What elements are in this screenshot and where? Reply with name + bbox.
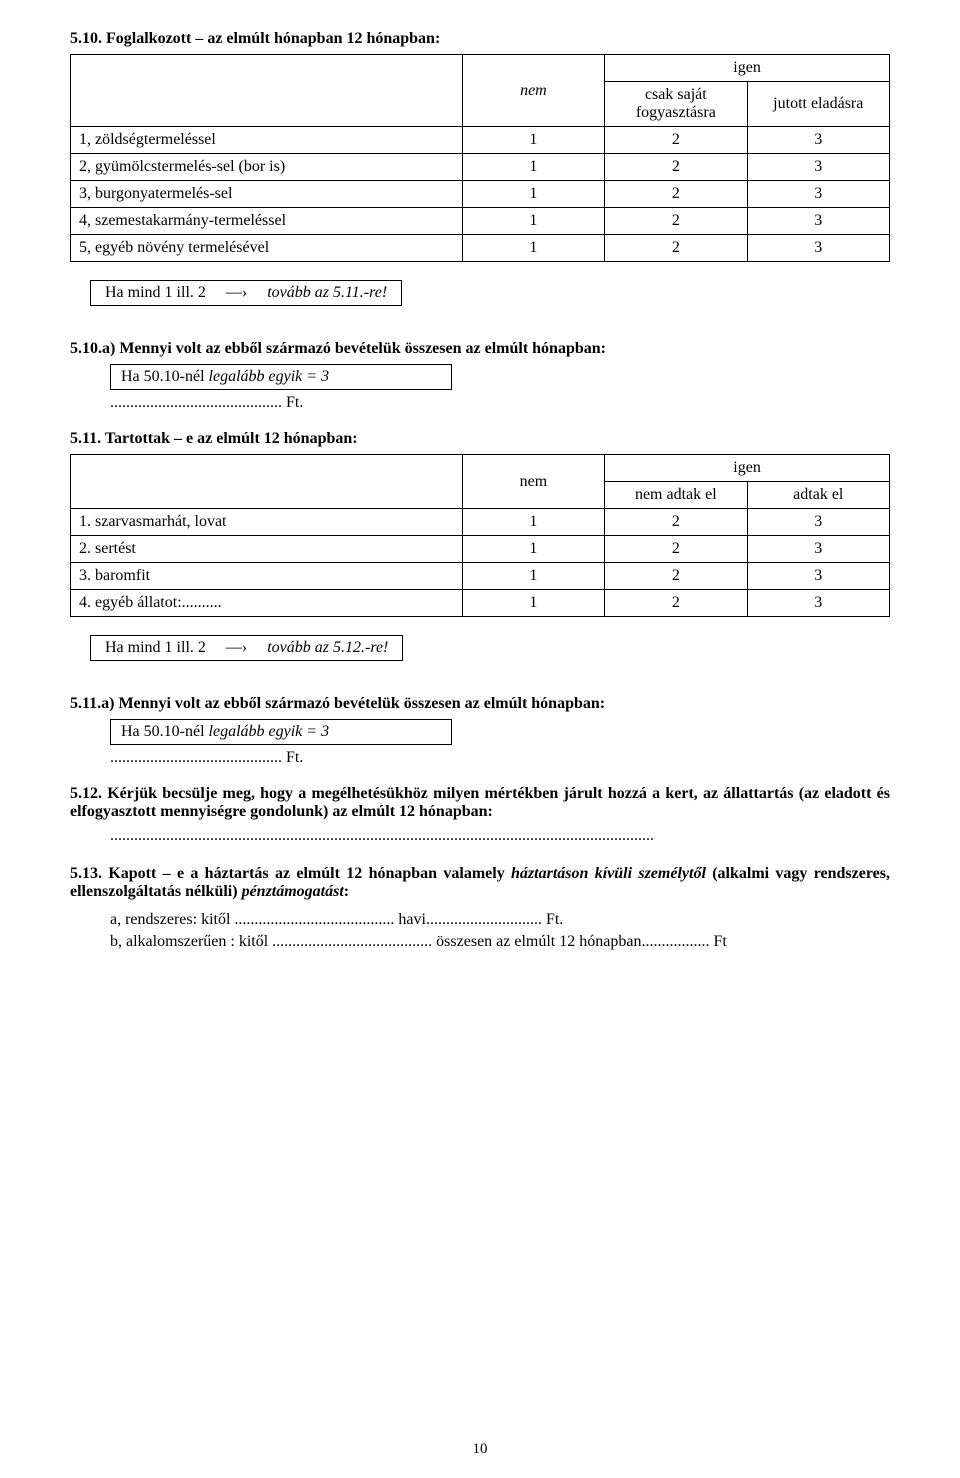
table-row: 1. szarvasmarhát, lovat 1 2 3 [71, 509, 890, 536]
q510a-condition-box: Ha 50.10-nél legalább egyik = 3 [110, 364, 452, 390]
row-val: 2 [605, 181, 747, 208]
q511-col-nem: nem [462, 455, 604, 509]
q511-instruction-box: Ha mind 1 ill. 2 ––› tovább az 5.12.-re! [90, 635, 403, 661]
row-val: 1 [462, 536, 604, 563]
q511-col-igen: igen [605, 455, 890, 482]
q510-col-igen: igen [605, 55, 890, 82]
q513-end: : [344, 883, 349, 900]
table-row: 1, zöldségtermeléssel 1 2 3 [71, 127, 890, 154]
row-val: 3 [747, 590, 889, 617]
q511a-ft-line: ........................................… [110, 749, 890, 767]
table-row: 2, gyümölcstermelés-sel (bor is) 1 2 3 [71, 154, 890, 181]
row-val: 3 [747, 563, 889, 590]
table-row: 3, burgonyatermelés-sel 1 2 3 [71, 181, 890, 208]
q510a-ft-line: ........................................… [110, 394, 890, 412]
q513-line-a: a, rendszeres: kitől ...................… [110, 911, 890, 929]
table-row: 4. egyéb állatot:.......... 1 2 3 [71, 590, 890, 617]
q512-text: 5.12. Kérjük becsülje meg, hogy a megélh… [70, 785, 890, 821]
row-label: 2, gyümölcstermelés-sel (bor is) [71, 154, 463, 181]
q510-instruction-box: Ha mind 1 ill. 2 ––› tovább az 5.11.-re! [90, 280, 402, 306]
q513-lead: 5.13. Kapott – e a háztartás az elmúlt 1… [70, 865, 511, 882]
q513-italic1: háztartáson kívüli személytől [511, 865, 706, 882]
q510a-heading: 5.10.a) Mennyi volt az ebből származó be… [70, 340, 890, 358]
box-italic: legalább egyik = 3 [209, 723, 330, 740]
box-pre: Ha 50.10-nél [121, 723, 209, 740]
table-row: 5, egyéb növény termelésével 1 2 3 [71, 235, 890, 262]
row-val: 2 [605, 590, 747, 617]
q513-italic2: pénztámogatást [242, 883, 344, 900]
row-label: 4, szemestakarmány-termeléssel [71, 208, 463, 235]
q511a-heading: 5.11.a) Mennyi volt az ebből származó be… [70, 695, 890, 713]
row-label: 5, egyéb növény termelésével [71, 235, 463, 262]
row-label: 1. szarvasmarhát, lovat [71, 509, 463, 536]
row-label: 3. baromfit [71, 563, 463, 590]
row-val: 3 [747, 536, 889, 563]
q510-col-sub1: csak saját fogyasztásra [605, 82, 747, 127]
row-label: 2. sertést [71, 536, 463, 563]
q511-col-sub1: nem adtak el [605, 482, 747, 509]
table-row: 4, szemestakarmány-termeléssel 1 2 3 [71, 208, 890, 235]
instruction-post: tovább az 5.12.-re! [267, 639, 388, 656]
table-row: 3. baromfit 1 2 3 [71, 563, 890, 590]
row-label: 1, zöldségtermeléssel [71, 127, 463, 154]
q511-col-sub2: adtak el [747, 482, 889, 509]
row-val: 3 [747, 127, 889, 154]
row-val: 1 [462, 509, 604, 536]
q510-table: nem igen csak saját fogyasztásra jutott … [70, 54, 890, 262]
row-val: 1 [462, 181, 604, 208]
row-val: 1 [462, 127, 604, 154]
row-val: 1 [462, 590, 604, 617]
row-val: 2 [605, 563, 747, 590]
row-val: 1 [462, 154, 604, 181]
instruction-pre: Ha mind 1 ill. 2 ––› [105, 639, 267, 656]
row-val: 3 [747, 181, 889, 208]
q510-heading: 5.10. Foglalkozott – az elmúlt hónapban … [70, 30, 890, 48]
page-number: 10 [0, 1441, 960, 1458]
row-val: 2 [605, 154, 747, 181]
row-val: 1 [462, 208, 604, 235]
row-val: 3 [747, 154, 889, 181]
instruction-pre: Ha mind 1 ill. 2 ––› [105, 284, 267, 301]
row-val: 3 [747, 509, 889, 536]
q511-heading: 5.11. Tartottak – e az elmúlt 12 hónapba… [70, 430, 890, 448]
instruction-post: tovább az 5.11.-re! [267, 284, 387, 301]
document-page: 5.10. Foglalkozott – az elmúlt hónapban … [0, 0, 960, 1478]
row-val: 2 [605, 235, 747, 262]
row-label: 4. egyéb állatot:.......... [71, 590, 463, 617]
row-val: 2 [605, 536, 747, 563]
table-row: 2. sertést 1 2 3 [71, 536, 890, 563]
q512-dots: ........................................… [110, 827, 890, 845]
box-italic: legalább egyik = 3 [209, 368, 330, 385]
row-val: 2 [605, 127, 747, 154]
q510-col-nem: nem [462, 55, 604, 127]
row-val: 1 [462, 563, 604, 590]
q510-col-sub2: jutott eladásra [747, 82, 889, 127]
row-val: 2 [605, 509, 747, 536]
row-val: 3 [747, 235, 889, 262]
q513-heading: 5.13. Kapott – e a háztartás az elmúlt 1… [70, 865, 890, 901]
q513-line-b: b, alkalomszerűen : kitől ..............… [110, 933, 890, 951]
q511-table: nem igen nem adtak el adtak el 1. szarva… [70, 454, 890, 617]
row-val: 1 [462, 235, 604, 262]
q511a-condition-box: Ha 50.10-nél legalább egyik = 3 [110, 719, 452, 745]
row-label: 3, burgonyatermelés-sel [71, 181, 463, 208]
box-pre: Ha 50.10-nél [121, 368, 209, 385]
row-val: 2 [605, 208, 747, 235]
row-val: 3 [747, 208, 889, 235]
